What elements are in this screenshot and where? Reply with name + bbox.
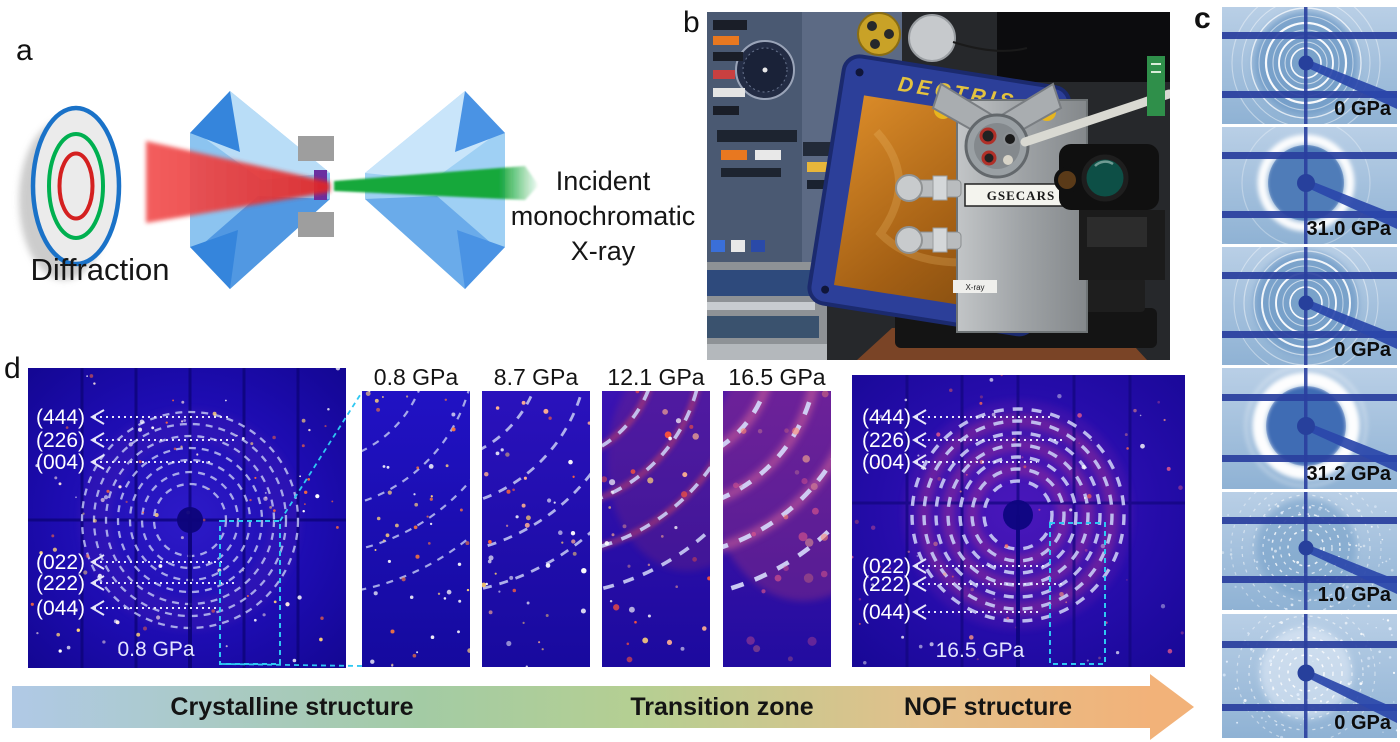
c-subpanel-0: 0 GPa <box>1222 7 1397 124</box>
d-right-pressure-label: 16.5 GPa <box>936 639 1025 662</box>
crystalline-diffraction-pattern: (444) (226) (004) (022) (222) (044) 0.8 … <box>28 368 346 668</box>
zoomed-pattern-12.1GPa <box>602 391 710 667</box>
diffraction-label: Diffraction <box>30 252 170 287</box>
panel-b-letter: b <box>683 6 700 39</box>
bragg-spots <box>482 400 590 667</box>
gasket-top <box>298 136 334 161</box>
gasket-bottom <box>298 212 334 237</box>
diffraction-image-rings <box>1222 247 1397 365</box>
miller-label-022: (022) <box>36 551 85 574</box>
panel-a-letter: a <box>16 34 33 67</box>
zoom-box <box>1049 522 1106 665</box>
miller-label-226: (226) <box>862 429 911 452</box>
d-left-image: (444) (226) (004) (022) (222) (044) 0.8 … <box>28 368 346 668</box>
bragg-spots <box>365 391 470 667</box>
pressure-label: 1.0 GPa <box>1317 584 1391 606</box>
c-subpanel-1: 31.0 GPa <box>1222 127 1397 244</box>
foil-ball <box>908 14 956 62</box>
experimental-setup-photo: DECTRIS GSECARS <box>707 12 1170 360</box>
white-rod <box>1020 89 1170 147</box>
miller-label-444: (444) <box>862 406 911 429</box>
incident-line-1: Incident <box>555 166 651 196</box>
microscope-objective <box>1054 144 1165 280</box>
miller-label-222: (222) <box>36 572 85 595</box>
equipment-rack <box>707 262 827 360</box>
diffuse-spots <box>732 391 829 662</box>
d-left-pressure-label: 0.8 GPa <box>117 638 194 661</box>
pressure-label: 0 GPa <box>1334 339 1391 361</box>
miller-label-044: (044) <box>862 601 911 624</box>
miller-label-444: (444) <box>36 406 85 429</box>
c-subpanel-2: 0 GPa <box>1222 247 1397 365</box>
miller-label-222: (222) <box>862 573 911 596</box>
incident-line-3: X-ray <box>570 236 636 266</box>
tube-fitting-upper <box>895 174 962 202</box>
cable <box>952 41 1028 52</box>
xray-plate <box>953 280 997 293</box>
lens <box>1081 154 1129 202</box>
incident-xray-label: Incident monochromatic X-ray <box>498 164 708 269</box>
pressure-label: 31.2 GPa <box>1306 463 1391 485</box>
d-strip-0 <box>362 391 470 667</box>
c-subpanel-4: 1.0 GPa <box>1222 492 1397 610</box>
miller-label-004: (004) <box>862 451 911 474</box>
strip-pressure-label-2: 12.1 GPa <box>607 364 705 390</box>
diffracted-beam <box>146 141 330 223</box>
pressure-label: 0 GPa <box>1334 98 1391 120</box>
strip-pressure-label-1: 8.7 GPa <box>493 364 579 390</box>
target-diffraction-pattern <box>19 105 122 280</box>
c-subpanel-5: 0 GPa <box>1222 614 1397 738</box>
diffraction-image-halo <box>1222 127 1397 244</box>
phase-arrow-band <box>12 686 1150 728</box>
strip-pressure-label-0: 0.8 GPa <box>373 364 459 390</box>
miller-label-022: (022) <box>862 555 911 578</box>
miller-arrows <box>912 409 1064 620</box>
incident-line-2: monochromatic <box>510 201 696 231</box>
incident-beam <box>334 166 537 200</box>
control-screen <box>707 12 902 262</box>
dac-schematic <box>19 91 537 289</box>
panel-b-photo: DECTRIS GSECARS <box>707 12 1170 360</box>
strip-pressure-label-3: 16.5 GPa <box>728 364 826 390</box>
diffraction-image-spotty <box>1222 492 1397 610</box>
d-strip-1 <box>482 391 590 667</box>
d-right-image: (444) (226) (004) (022) (222) (044) 16.5… <box>852 375 1185 667</box>
phase-arrow-head <box>1150 674 1194 740</box>
zoomed-pattern-8.7GPa <box>482 391 590 667</box>
panel-d-letter: d <box>4 352 21 385</box>
dashed-rings <box>910 407 1126 623</box>
diffraction-image-halo-strong <box>1222 368 1397 489</box>
bragg-spots <box>602 391 710 663</box>
phase-label-nof: NOF structure <box>903 693 1073 721</box>
miller-arrows <box>90 409 238 616</box>
panel-c-letter: c <box>1194 2 1211 35</box>
miller-label-226: (226) <box>36 429 85 452</box>
zoomed-pattern-16.5GPa <box>723 391 831 667</box>
zoom-box <box>219 520 281 665</box>
tube-fitting-lower <box>895 226 962 254</box>
miller-label-004: (004) <box>36 451 85 474</box>
zoomed-pattern-0.8GPa <box>362 391 470 667</box>
d-strip-2 <box>602 391 710 667</box>
phase-label-transition: Transition zone <box>630 693 814 721</box>
nof-diffraction-pattern: (444) (226) (004) (022) (222) (044) 16.5… <box>852 375 1185 667</box>
pressure-label: 0 GPa <box>1334 712 1391 734</box>
phase-label-crystalline: Crystalline structure <box>170 693 414 721</box>
xray-label: X-ray <box>965 283 984 292</box>
gsecars-label: GSECARS <box>987 188 1055 203</box>
diffuse-spots <box>852 375 1184 665</box>
c-subpanel-3: 31.2 GPa <box>1222 368 1397 489</box>
d-strip-3 <box>723 391 831 667</box>
monitor-back <box>997 12 1170 82</box>
diffraction-image-rings <box>1222 7 1397 124</box>
pressure-label: 31.0 GPa <box>1306 218 1391 240</box>
diffraction-image-spotty-bright <box>1222 614 1397 738</box>
miller-label-044: (044) <box>36 597 85 620</box>
